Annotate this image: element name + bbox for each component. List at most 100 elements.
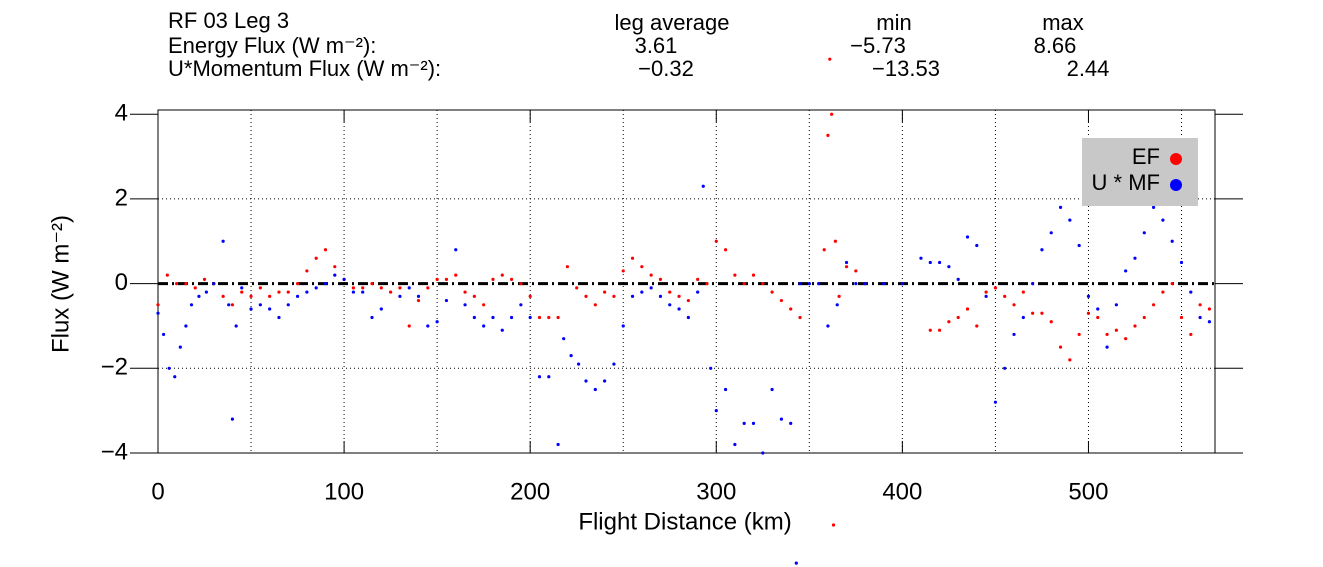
data-point xyxy=(1031,311,1035,315)
x-tick-label: 0 xyxy=(151,478,164,505)
data-point xyxy=(779,298,784,303)
data-point xyxy=(249,294,253,298)
data-point xyxy=(156,303,160,307)
data-point xyxy=(1124,269,1128,273)
data-point xyxy=(472,315,476,320)
data-point xyxy=(928,328,932,332)
data-point xyxy=(965,307,970,311)
data-point xyxy=(807,282,811,286)
data-point xyxy=(794,561,798,565)
data-point xyxy=(826,324,830,328)
data-point xyxy=(723,248,728,252)
data-point xyxy=(723,387,728,392)
data-point xyxy=(230,417,235,421)
data-point xyxy=(1031,282,1035,286)
x-tick-label: 400 xyxy=(882,478,922,505)
data-point xyxy=(556,315,560,320)
data-point xyxy=(798,315,802,320)
data-point xyxy=(295,282,300,286)
data-point xyxy=(482,303,486,307)
data-point xyxy=(323,248,328,252)
data-point xyxy=(444,277,449,281)
data-point xyxy=(1151,303,1156,307)
data-point xyxy=(277,290,281,294)
data-point xyxy=(1161,290,1165,294)
data-point xyxy=(742,282,746,286)
data-point xyxy=(817,282,821,286)
data-point xyxy=(1151,205,1156,209)
data-point xyxy=(463,303,467,307)
header-value: −5.73 xyxy=(850,33,906,58)
data-point xyxy=(519,282,523,286)
data-point xyxy=(1077,332,1081,337)
plot-frame xyxy=(157,109,1216,454)
data-point xyxy=(575,286,579,290)
data-point xyxy=(1021,290,1025,294)
data-point xyxy=(621,324,625,328)
data-point xyxy=(658,294,663,298)
data-point xyxy=(1021,315,1025,320)
data-point xyxy=(491,315,495,320)
data-point xyxy=(1114,328,1118,332)
data-point xyxy=(1096,307,1100,311)
data-point xyxy=(1207,320,1212,324)
data-point xyxy=(928,260,932,265)
data-point xyxy=(268,294,272,298)
data-point xyxy=(612,362,616,366)
data-point xyxy=(668,303,672,307)
data-point xyxy=(221,239,225,243)
data-point xyxy=(1049,320,1053,324)
data-point xyxy=(1086,294,1091,298)
header-col: max xyxy=(1042,10,1084,35)
data-point xyxy=(426,324,430,328)
data-point xyxy=(984,290,988,294)
header-label: Energy Flux (W m⁻²): xyxy=(168,33,376,58)
data-point xyxy=(1198,315,1202,320)
data-point xyxy=(1170,239,1174,243)
data-point xyxy=(837,294,841,298)
data-point xyxy=(454,248,458,252)
data-point xyxy=(277,315,281,320)
data-point xyxy=(1124,337,1128,341)
data-point xyxy=(361,290,365,294)
data-point xyxy=(197,294,201,298)
header-value: 2.44 xyxy=(1067,56,1110,81)
header-title: RF 03 Leg 3 xyxy=(168,8,289,33)
data-point xyxy=(184,282,188,286)
data-point xyxy=(770,387,774,392)
data-point xyxy=(435,277,439,281)
data-point xyxy=(426,286,430,290)
header-col: leg average xyxy=(615,10,730,35)
data-point xyxy=(305,290,309,294)
data-point xyxy=(947,320,951,324)
data-point xyxy=(547,375,551,379)
data-point xyxy=(1198,303,1202,307)
data-point xyxy=(268,307,272,311)
data-point xyxy=(696,290,700,294)
data-point xyxy=(798,282,802,286)
data-point xyxy=(831,523,836,527)
data-point xyxy=(761,282,765,286)
data-point xyxy=(258,286,262,290)
header-value: −0.32 xyxy=(638,56,694,81)
data-point xyxy=(370,315,374,320)
data-point xyxy=(500,273,504,277)
data-point xyxy=(491,277,495,281)
data-point xyxy=(398,294,402,298)
data-point xyxy=(835,303,839,307)
data-point xyxy=(398,286,402,290)
data-point xyxy=(696,277,700,281)
data-point xyxy=(204,290,208,294)
data-point xyxy=(630,256,635,260)
data-point xyxy=(161,332,166,337)
data-point xyxy=(1142,231,1146,235)
data-point xyxy=(165,273,169,277)
data-point xyxy=(993,286,998,290)
data-point xyxy=(789,421,793,425)
data-point xyxy=(1049,231,1053,235)
data-point xyxy=(482,324,486,328)
legend-marker xyxy=(1170,179,1182,191)
data-point xyxy=(569,354,573,358)
x-axis-label: Flight Distance (km) xyxy=(578,508,791,535)
data-point xyxy=(640,290,644,294)
